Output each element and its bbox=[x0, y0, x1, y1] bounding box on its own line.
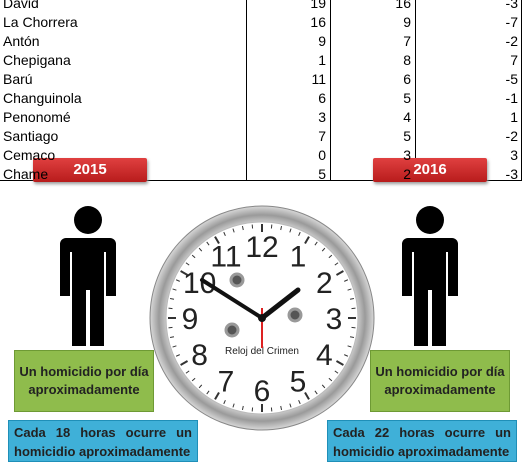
table-value: 5 bbox=[351, 127, 411, 146]
table-value: 6 bbox=[351, 70, 411, 89]
table-value: 5 bbox=[351, 89, 411, 108]
place-name: Barú bbox=[3, 70, 33, 89]
table-value: 16 bbox=[351, 0, 411, 13]
table-value: 7 bbox=[351, 32, 411, 51]
table-value: 2 bbox=[351, 165, 411, 184]
note: Un homicidio por día aproximadamente bbox=[15, 363, 153, 399]
table-value: 8 bbox=[351, 51, 411, 70]
table-value: 5 bbox=[266, 165, 326, 184]
clock-pin bbox=[258, 314, 266, 322]
table-value: 3 bbox=[266, 108, 326, 127]
place-name: David bbox=[3, 0, 39, 13]
bullet-hole bbox=[231, 274, 243, 286]
clock-number: 9 bbox=[182, 303, 199, 336]
clock-number: 3 bbox=[326, 303, 343, 336]
clock-number: 7 bbox=[218, 365, 235, 398]
table-value: 0 bbox=[266, 146, 326, 165]
table-value: 7 bbox=[266, 127, 326, 146]
place-name: Santiago bbox=[3, 127, 58, 146]
clock-number: 1 bbox=[290, 241, 307, 274]
table-value: 4 bbox=[351, 108, 411, 127]
rate-box: Cada 18 horas ocurre un homicidio aproxi… bbox=[8, 420, 198, 462]
bullet-hole bbox=[289, 309, 301, 321]
table-value: 9 bbox=[266, 32, 326, 51]
clock-number: 8 bbox=[191, 339, 208, 372]
note-box: Un homicidio por día aproximadamente bbox=[370, 350, 510, 412]
table-value: -5 bbox=[458, 70, 518, 89]
table-value: -7 bbox=[458, 13, 518, 32]
place-name: Chame bbox=[3, 165, 48, 184]
page: 2015 2016 121234567891011Reloj del Crime… bbox=[0, 0, 524, 466]
clock-number: 5 bbox=[290, 365, 307, 398]
table-value: -2 bbox=[458, 32, 518, 51]
person-icon bbox=[402, 206, 458, 346]
table-value: -3 bbox=[458, 0, 518, 13]
table-value: 19 bbox=[266, 0, 326, 13]
rate-box: Cada 22 horas ocurre un homicidio aproxi… bbox=[327, 420, 517, 462]
table-value: -3 bbox=[458, 165, 518, 184]
table-value: 16 bbox=[266, 13, 326, 32]
clock-number: 4 bbox=[316, 339, 333, 372]
place-name: Penonomé bbox=[3, 108, 71, 127]
clock-number: 6 bbox=[254, 375, 271, 408]
table-value: 6 bbox=[266, 89, 326, 108]
table-value: 3 bbox=[458, 146, 518, 165]
table-value: 9 bbox=[351, 13, 411, 32]
place-name: Chepigana bbox=[3, 51, 71, 70]
table-value: 1 bbox=[458, 108, 518, 127]
place-name: Changuinola bbox=[3, 89, 82, 108]
table-value: 11 bbox=[266, 70, 326, 89]
table-value: -1 bbox=[458, 89, 518, 108]
person-icon bbox=[60, 206, 116, 346]
place-name: Antón bbox=[3, 32, 40, 51]
place-name: Cemaco bbox=[3, 146, 55, 165]
table-value: -2 bbox=[458, 127, 518, 146]
clock-number: 12 bbox=[245, 231, 278, 264]
bullet-hole bbox=[226, 324, 238, 336]
note-box: Un homicidio por día aproximadamente bbox=[14, 350, 154, 412]
clock-number: 11 bbox=[210, 241, 241, 274]
clock-number: 2 bbox=[316, 267, 333, 300]
note: Un homicidio por día aproximadamente bbox=[371, 363, 509, 399]
table-value: 7 bbox=[458, 51, 518, 70]
table-value: 1 bbox=[266, 51, 326, 70]
table-value: 3 bbox=[351, 146, 411, 165]
place-name: La Chorrera bbox=[3, 13, 78, 32]
